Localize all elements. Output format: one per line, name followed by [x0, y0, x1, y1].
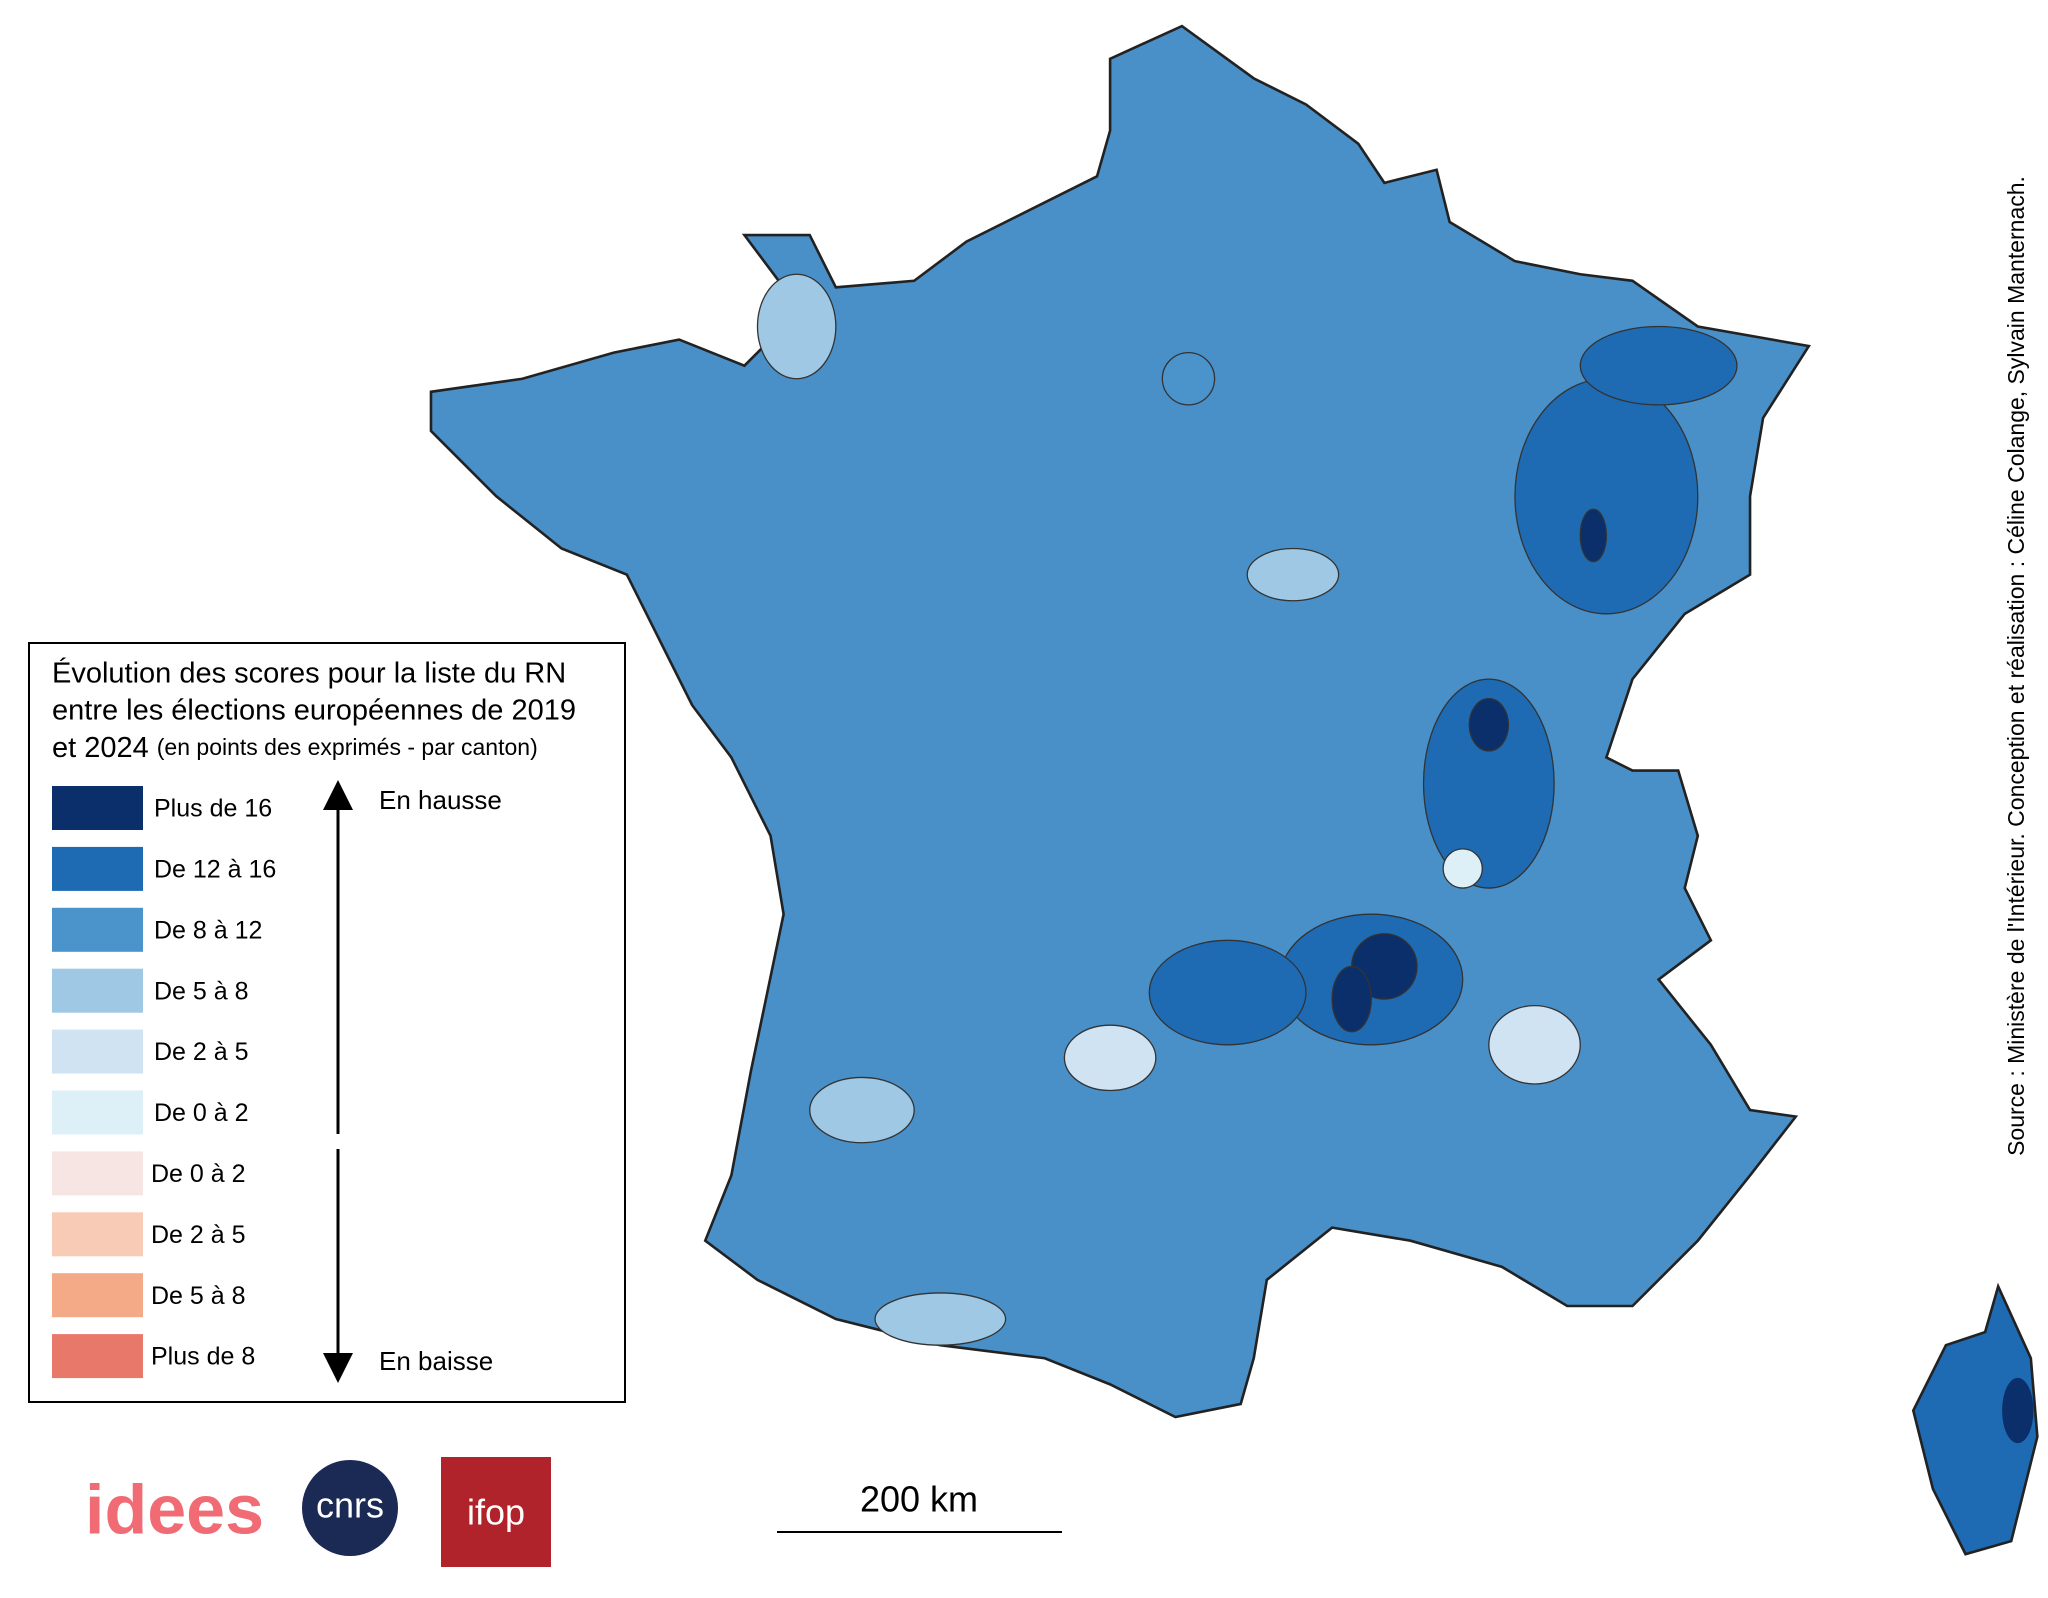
down-label: En baisse [379, 1346, 493, 1376]
legend-subtitle: (en points des exprimés - par canton) [157, 734, 538, 760]
logo-ifop-bg [441, 1457, 551, 1567]
map [429, 24, 2039, 1556]
up-label: En hausse [379, 785, 502, 815]
legend-label: Plus de 16 [154, 795, 272, 823]
legend-title: et 2024 [52, 732, 149, 764]
legend-label: De 5 à 8 [151, 1282, 246, 1310]
legend-title: entre les élections européennes de 2019 [52, 695, 576, 727]
logo-ifop: ifop [467, 1492, 525, 1533]
legend-label: De 2 à 5 [154, 1038, 249, 1066]
legend-label: De 5 à 8 [154, 977, 249, 1005]
scale-label: 200 km [860, 1479, 978, 1520]
legend-label: De 2 à 5 [151, 1221, 246, 1249]
legend-title: Évolution des scores pour la liste du RN [52, 657, 566, 690]
corsica-patch [2002, 1377, 2034, 1444]
legend-swatch [52, 907, 143, 952]
legend-swatch [52, 1090, 143, 1135]
legend-swatch [52, 786, 143, 830]
logo-cnrs: cnrs [316, 1485, 384, 1526]
legend: Évolution des scores pour la liste du RN… [52, 657, 576, 1379]
legend-swatch [52, 1151, 143, 1196]
legend-label: De 0 à 2 [151, 1160, 246, 1188]
source: Source : Ministère de l'Intérieur. Conce… [2003, 176, 2029, 1156]
legend-swatch [52, 1334, 143, 1379]
logo-cnrs-bg [302, 1460, 398, 1556]
legend-label: Plus de 8 [151, 1343, 255, 1371]
logo-idees: idees [85, 1470, 264, 1548]
legend-label: De 12 à 16 [154, 856, 276, 884]
legend-swatch [52, 1273, 143, 1318]
france-mainland [429, 24, 1811, 1419]
legend-swatch [52, 1029, 143, 1074]
legend-swatch [52, 968, 143, 1013]
legend-label: De 8 à 12 [154, 916, 262, 944]
legend-swatch [52, 1212, 143, 1257]
legend-label: De 0 à 2 [154, 1099, 249, 1127]
legend-title-last: et 2024 (en points des exprimés - par can… [52, 732, 538, 764]
legend-swatch [52, 846, 143, 891]
corsica [1911, 1282, 2039, 1556]
canton-patches [756, 273, 1738, 1346]
